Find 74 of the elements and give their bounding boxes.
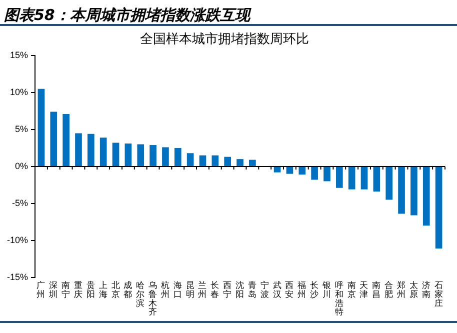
y-tick-label: 5% — [14, 124, 28, 134]
bar — [324, 166, 330, 182]
x-tick-label: 宁波 — [260, 280, 270, 300]
bar — [150, 145, 156, 166]
bar — [360, 166, 368, 190]
y-tick-label: -5% — [12, 198, 28, 208]
y-tick-label: -10% — [6, 234, 28, 245]
bar — [199, 155, 206, 166]
chart-subtitle: 图表58：本周城市拥堵指数涨跌互现 — [0, 0, 457, 26]
x-tick-label: 乌鲁木齐 — [148, 280, 158, 318]
chart-title: 全国样本城市拥堵指数周环比 — [140, 32, 309, 48]
x-tick-label: 青岛 — [248, 280, 257, 300]
bar — [373, 166, 380, 192]
x-tick-label: 哈尔滨 — [136, 280, 146, 309]
bar — [124, 144, 132, 166]
x-tick-label: 济南 — [422, 280, 431, 300]
x-tick-label: 上海 — [98, 280, 108, 300]
x-tick-label: 银川 — [321, 280, 332, 300]
x-tick-label: 郑州 — [397, 280, 406, 300]
x-tick-label: 呼和浩特 — [334, 280, 344, 318]
bar — [100, 138, 107, 166]
x-tick-label: 福州 — [298, 280, 307, 300]
bar — [422, 166, 430, 226]
x-tick-label: 南昌 — [372, 280, 382, 300]
bar — [249, 160, 256, 166]
bar — [298, 166, 306, 175]
bar — [286, 166, 294, 174]
bar — [62, 114, 70, 166]
x-tick-label: 北京 — [111, 280, 120, 300]
x-tick-label: 天津 — [360, 280, 369, 300]
bar — [398, 166, 405, 214]
x-tick-label: 合肥 — [384, 280, 394, 300]
x-tick-label: 杭州 — [160, 280, 170, 300]
bar — [236, 159, 244, 166]
bar — [224, 156, 231, 166]
x-tick-label: 石家庄 — [434, 280, 444, 309]
x-tick-label: 西安 — [285, 280, 294, 300]
x-tick-label: 广州 — [36, 280, 46, 300]
bar — [212, 155, 219, 166]
y-tick-label: 15% — [10, 50, 28, 60]
bar — [336, 166, 343, 188]
x-tick-label: 南京 — [347, 280, 356, 300]
y-tick-label: -15% — [6, 272, 28, 282]
bar — [88, 134, 94, 166]
x-tick-label: 长春 — [210, 280, 220, 300]
x-tick-label: 深圳 — [48, 280, 58, 300]
x-tick-label: 成都 — [124, 280, 133, 300]
x-tick-label: 昆明 — [186, 280, 195, 300]
y-tick-label: 10% — [10, 87, 28, 98]
bar — [311, 166, 318, 180]
x-tick-label: 太原 — [409, 280, 418, 300]
x-tick-label: 重庆 — [74, 280, 83, 300]
x-tick-label: 长沙 — [310, 280, 320, 300]
bar — [50, 112, 58, 166]
bar — [435, 166, 442, 248]
x-tick-label: 兰州 — [198, 280, 208, 300]
bar — [274, 166, 281, 172]
bar — [348, 166, 356, 190]
bar — [386, 166, 393, 200]
bar — [112, 142, 120, 166]
y-tick-label: 0% — [14, 160, 28, 171]
bar — [137, 144, 144, 166]
x-tick-label: 海口 — [173, 280, 182, 300]
x-tick-label: 沈阳 — [236, 280, 245, 300]
bar — [410, 166, 418, 216]
bar — [75, 133, 82, 166]
x-tick-label: 西宁 — [223, 280, 232, 300]
bar — [38, 88, 45, 166]
x-tick-label: 武汉 — [272, 280, 282, 300]
x-tick-label: 贵阳 — [86, 280, 96, 300]
bar — [174, 148, 182, 166]
bar — [186, 153, 194, 166]
x-tick-label: 南宁 — [62, 280, 71, 300]
bar — [162, 147, 169, 166]
